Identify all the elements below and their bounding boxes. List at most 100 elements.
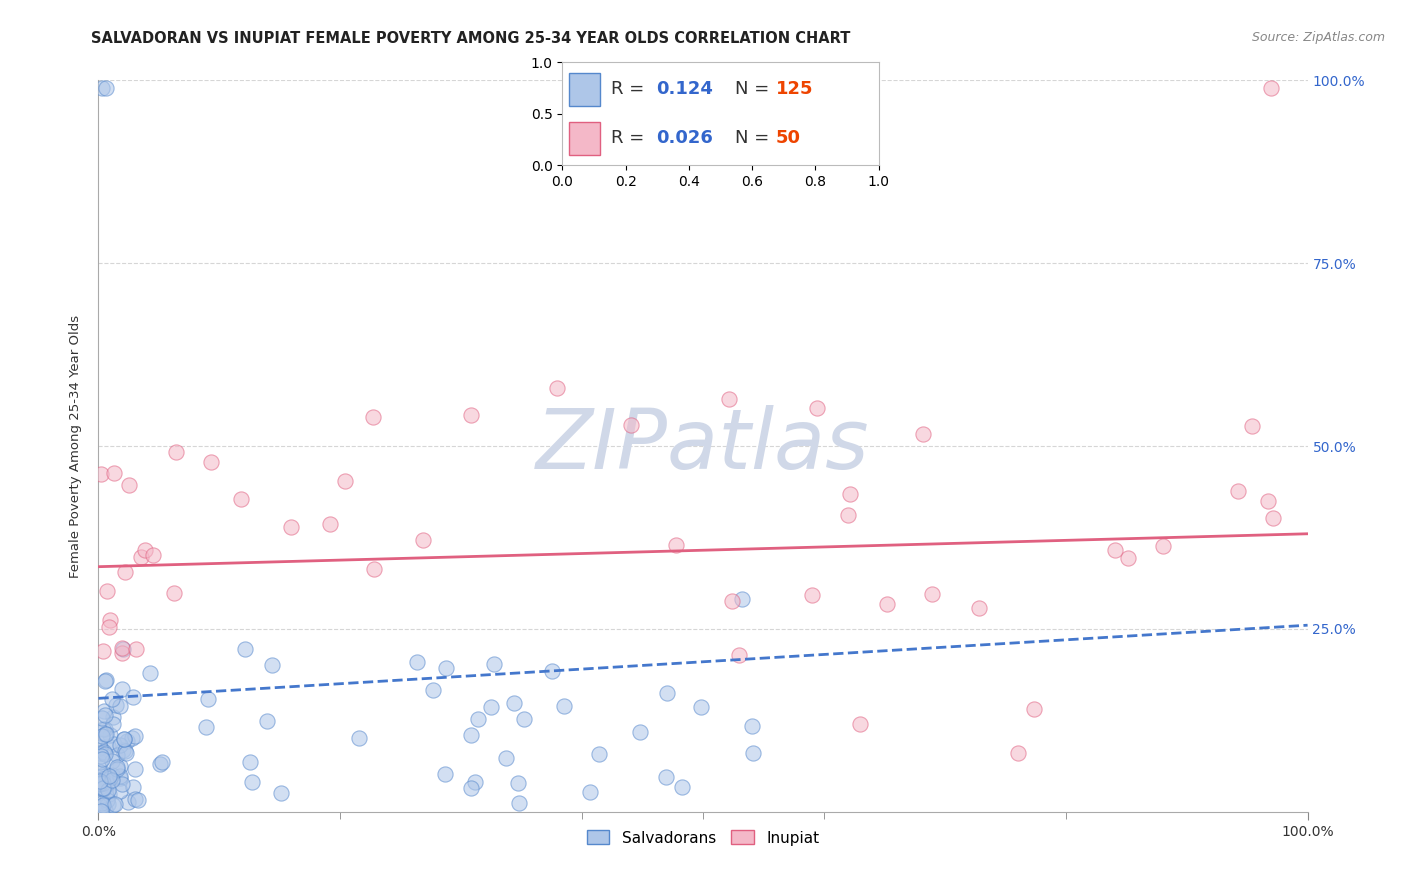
Point xyxy=(127,792,149,806)
Point xyxy=(422,682,444,697)
Point xyxy=(90,748,112,763)
Point xyxy=(97,797,120,811)
Point xyxy=(125,642,148,657)
Point xyxy=(122,690,145,705)
Point xyxy=(139,666,162,681)
Point xyxy=(105,762,128,776)
Point xyxy=(124,729,146,743)
Point xyxy=(121,731,143,745)
Point xyxy=(89,773,111,788)
Point xyxy=(319,517,342,532)
Point xyxy=(921,587,943,601)
Point xyxy=(506,776,529,790)
Point xyxy=(108,698,131,713)
Point xyxy=(149,756,172,771)
Point xyxy=(115,733,138,747)
Text: SALVADORAN VS INUPIAT FEMALE POVERTY AMONG 25-34 YEAR OLDS CORRELATION CHART: SALVADORAN VS INUPIAT FEMALE POVERTY AMO… xyxy=(91,31,851,46)
Point xyxy=(134,542,156,557)
Y-axis label: Female Poverty Among 25-34 Year Olds: Female Poverty Among 25-34 Year Olds xyxy=(69,315,83,577)
Point xyxy=(111,641,134,656)
Point xyxy=(110,739,132,753)
Point xyxy=(101,692,124,706)
Point xyxy=(347,731,370,745)
Point xyxy=(912,427,935,442)
Point xyxy=(97,782,120,797)
Text: R =: R = xyxy=(612,129,651,147)
Point xyxy=(89,794,111,808)
Point xyxy=(101,797,124,812)
Point xyxy=(197,691,219,706)
Point xyxy=(1024,702,1046,716)
Point xyxy=(90,804,112,818)
Point xyxy=(94,726,117,740)
Point xyxy=(335,475,357,489)
Point xyxy=(233,642,256,657)
Point xyxy=(495,751,517,765)
Point xyxy=(105,748,128,763)
Text: 50: 50 xyxy=(776,129,801,147)
Point xyxy=(1226,484,1249,499)
Point xyxy=(94,771,117,785)
Text: 0.026: 0.026 xyxy=(655,129,713,147)
Point xyxy=(103,737,125,751)
Point xyxy=(93,704,115,718)
Point xyxy=(837,508,859,522)
Point xyxy=(122,780,145,794)
Point xyxy=(89,785,111,799)
Point xyxy=(91,775,114,789)
Point xyxy=(117,796,139,810)
Point xyxy=(104,797,127,811)
Point xyxy=(96,793,118,807)
Point xyxy=(94,707,117,722)
Point xyxy=(655,685,678,699)
Point xyxy=(111,642,134,657)
Point xyxy=(101,716,124,731)
Point xyxy=(96,583,118,598)
Point xyxy=(1116,551,1139,566)
Point xyxy=(98,728,121,742)
Point xyxy=(194,720,217,734)
Point xyxy=(1152,539,1174,553)
Point xyxy=(93,781,115,796)
Point xyxy=(98,772,121,786)
Point xyxy=(546,381,568,395)
Point xyxy=(97,739,120,753)
Point xyxy=(553,699,575,714)
Point xyxy=(363,562,385,576)
Point xyxy=(89,755,111,769)
Point xyxy=(91,768,114,782)
Point xyxy=(540,664,562,678)
Point xyxy=(578,785,600,799)
Point xyxy=(239,756,262,770)
Point xyxy=(89,777,111,791)
Point xyxy=(512,712,534,726)
Point xyxy=(731,591,754,606)
Point xyxy=(460,728,482,742)
Point xyxy=(262,657,284,672)
Point xyxy=(142,548,165,562)
Point xyxy=(124,762,146,776)
Point xyxy=(103,710,125,724)
Point xyxy=(460,408,482,422)
Point xyxy=(124,792,146,806)
Point xyxy=(240,774,263,789)
Point xyxy=(98,769,121,783)
Point xyxy=(112,743,135,757)
Point xyxy=(502,696,524,710)
Point xyxy=(1260,80,1282,95)
Point xyxy=(91,797,114,812)
Point xyxy=(129,550,152,565)
Point xyxy=(801,588,824,602)
Point xyxy=(94,673,117,688)
Point xyxy=(849,717,872,731)
Point xyxy=(93,745,115,759)
Point xyxy=(405,655,427,669)
Point xyxy=(114,744,136,758)
Point xyxy=(91,711,114,725)
Point xyxy=(118,477,141,491)
Point xyxy=(1104,543,1126,558)
Point xyxy=(108,771,131,785)
Point xyxy=(508,796,530,810)
Point xyxy=(90,467,112,482)
Point xyxy=(200,454,222,468)
